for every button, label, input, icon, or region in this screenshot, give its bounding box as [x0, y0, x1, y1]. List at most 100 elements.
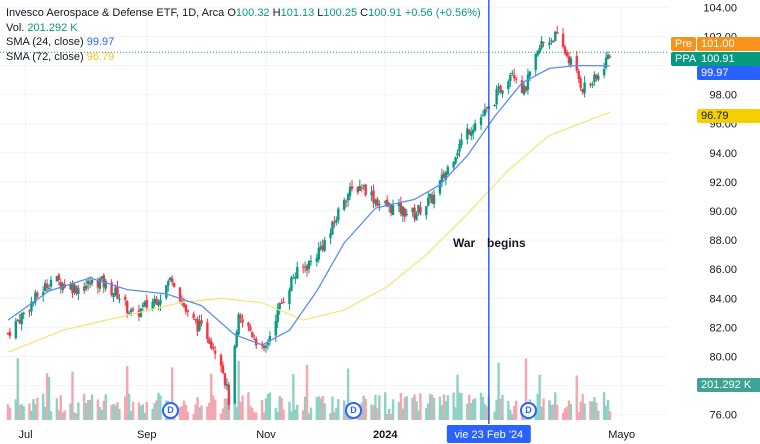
candle-body [20, 313, 23, 325]
volume-bar [192, 413, 195, 420]
candle-body [401, 206, 405, 216]
candle-body [247, 322, 250, 327]
volume-bar [329, 413, 332, 420]
candle-body [317, 247, 320, 260]
low-value: 100.25 [323, 7, 358, 19]
candle-body [301, 266, 305, 268]
candle-body [466, 128, 469, 140]
dividend-marker-2[interactable]: D [345, 402, 362, 419]
candle-body [565, 52, 569, 57]
candle-body [303, 266, 307, 268]
candle-body [88, 282, 92, 285]
volume-bar [550, 404, 553, 420]
y-tick-label: 88.00 [709, 235, 737, 247]
volume-bar [86, 400, 90, 420]
candle-body [227, 384, 231, 406]
volume-bar [28, 403, 31, 420]
dividend-marker-1[interactable]: D [162, 402, 179, 419]
volume-bar [184, 404, 188, 420]
candle-body [127, 313, 131, 315]
candle-body [57, 274, 61, 280]
legend-row-sma24: SMA (24, close) 99.97 [6, 35, 481, 50]
candle-body [290, 277, 293, 291]
volume-bar [454, 407, 457, 420]
candles [6, 26, 612, 410]
candle-body [200, 320, 203, 324]
volume-bar [342, 400, 346, 420]
volume-bar [497, 362, 500, 420]
volume-bar [593, 397, 596, 420]
candle-body [157, 302, 160, 306]
candle-body [419, 207, 422, 214]
volume-bar [563, 408, 567, 420]
candle-body [581, 89, 584, 93]
volume-bar [428, 393, 432, 420]
candle-body [542, 41, 545, 43]
volume-bar [251, 407, 254, 420]
candle-body [186, 310, 190, 313]
candle-body [602, 69, 606, 76]
candle-body [198, 321, 201, 331]
volume-bar [540, 406, 543, 420]
candle-body [499, 85, 502, 93]
y-tick-label: 104.00 [703, 2, 737, 14]
candle-body [540, 40, 543, 49]
volume-bar [210, 373, 213, 420]
candle-body [456, 152, 459, 156]
volume-bar [501, 394, 504, 420]
candle-body [126, 301, 129, 314]
candle-body [233, 346, 236, 404]
candle-body [165, 285, 168, 298]
volume-bar [577, 412, 580, 420]
dividend-marker-3[interactable]: D [520, 402, 537, 419]
grid-lines [0, 6, 668, 420]
volume-bar [292, 373, 295, 420]
volume-bar [255, 412, 258, 420]
volume-bar [401, 408, 405, 420]
volume-bar [460, 393, 463, 420]
chart-legend: Invesco Aerospace & Defense ETF, 1D, Arc… [6, 6, 481, 64]
volume-bar [41, 393, 45, 420]
volume-bar [49, 411, 53, 420]
volume-bar [471, 399, 475, 420]
volume-bar [264, 398, 268, 420]
candle-body [376, 198, 379, 207]
candle-body [425, 206, 428, 216]
volume-bar [331, 396, 334, 420]
candle-body [536, 50, 539, 56]
candle-body [356, 187, 360, 193]
candle-body [413, 207, 416, 219]
pre-tag-value: 101.00 [697, 37, 760, 51]
candle-body [522, 85, 526, 95]
candle-body [344, 201, 348, 203]
candle-body [329, 233, 332, 239]
candle-body [110, 282, 113, 296]
candle-body [346, 194, 350, 201]
candle-body [501, 90, 504, 94]
volume-bar [466, 403, 469, 420]
volume-bar [442, 394, 446, 420]
volume-bar [84, 403, 88, 420]
volume-bar [139, 405, 143, 420]
volume-bar [561, 412, 565, 420]
candle-body [98, 278, 102, 289]
candle-body [268, 336, 272, 342]
volume-bar [155, 400, 158, 420]
volume-bar [608, 411, 612, 420]
volume-bar [446, 395, 449, 420]
candle-body [141, 305, 145, 307]
volume-bar [112, 403, 115, 420]
candle-body [471, 129, 475, 134]
volume-bar [98, 407, 102, 420]
candle-body [112, 293, 115, 298]
candle-body [442, 173, 446, 178]
volume-bar [591, 401, 594, 420]
candle-body [196, 319, 199, 332]
volume-bar [280, 397, 283, 420]
volume-bar [391, 399, 395, 420]
candle-body [153, 298, 156, 303]
sma24-line [7, 64, 611, 346]
volume-bar [583, 403, 586, 420]
volume-bar [534, 410, 537, 420]
